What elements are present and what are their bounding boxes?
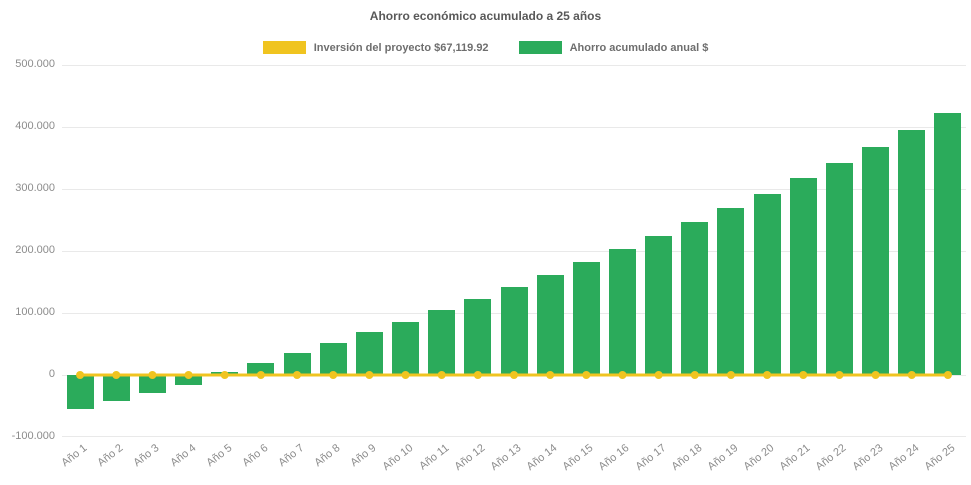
investment-line-point[interactable] (726, 371, 735, 379)
investment-line-point[interactable] (763, 371, 772, 379)
bar-año-15[interactable] (572, 261, 600, 375)
x-tick-label: Año 16 (596, 442, 632, 473)
bar-año-6[interactable] (247, 362, 275, 375)
bar-año-19[interactable] (717, 207, 745, 375)
investment-line-point[interactable] (401, 371, 410, 379)
x-tick-label: Año 1 (59, 442, 90, 470)
x-tick-label: Año 4 (167, 442, 198, 470)
bar-año-12[interactable] (464, 299, 492, 375)
y-tick-label: 400.000 (15, 120, 55, 132)
x-tick-label: Año 17 (633, 442, 669, 473)
x-tick-label: Año 6 (240, 442, 271, 470)
investment-line-point[interactable] (907, 371, 916, 379)
x-tick-label: Año 13 (488, 442, 524, 473)
legend-item-inversion[interactable]: Inversión del proyecto $67,119.92 (262, 41, 489, 54)
x-tick-label: Año 9 (348, 442, 379, 470)
investment-line-point[interactable] (329, 371, 338, 379)
x-tick-label: Año 14 (524, 442, 560, 473)
bar-año-16[interactable] (608, 249, 636, 375)
x-tick-label: Año 20 (741, 442, 777, 473)
bar-año-1[interactable] (66, 375, 94, 409)
x-tick-label: Año 10 (380, 442, 415, 473)
legend-label-ahorro: Ahorro acumulado anual $ (569, 41, 709, 54)
investment-line-point[interactable] (799, 371, 808, 379)
bar-año-13[interactable] (500, 287, 528, 375)
bar-año-8[interactable] (319, 343, 347, 375)
gridline (62, 189, 966, 190)
bar-año-14[interactable] (536, 274, 564, 375)
x-tick-label: Año 23 (850, 442, 885, 473)
gridline (62, 127, 966, 128)
x-tick-label: Año 25 (922, 442, 958, 473)
investment-line-point[interactable] (256, 371, 265, 379)
bar-año-20[interactable] (753, 193, 781, 375)
investment-line-point[interactable] (835, 371, 844, 379)
investment-line-point[interactable] (76, 371, 85, 379)
bar-año-3[interactable] (138, 375, 166, 393)
y-tick-label: 200.000 (15, 244, 55, 256)
legend-swatch-yellow (262, 41, 306, 54)
x-tick-label: Año 19 (705, 442, 741, 473)
x-tick-label: Año 24 (886, 442, 922, 473)
investment-line-point[interactable] (510, 371, 518, 379)
legend-label-inversion: Inversión del proyecto $67,119.92 (313, 41, 489, 54)
x-tick-label: Año 3 (131, 442, 162, 470)
y-tick-label: 100.000 (15, 306, 55, 318)
bar-año-4[interactable] (175, 375, 203, 385)
x-tick-label: Año 11 (416, 442, 452, 473)
bar-año-7[interactable] (283, 352, 311, 375)
y-tick-label: 0 (48, 368, 55, 380)
x-tick-label: Año 15 (560, 442, 596, 473)
legend-item-ahorro[interactable]: Ahorro acumulado anual $ (518, 41, 709, 54)
chart-title: Ahorro económico acumulado a 25 años (369, 9, 602, 23)
investment-line-point[interactable] (112, 371, 121, 379)
gridline (62, 251, 966, 252)
bar-año-23[interactable] (862, 146, 890, 375)
bar-año-11[interactable] (428, 310, 456, 375)
investment-line-layer (76, 371, 952, 379)
bar-año-2[interactable] (102, 375, 130, 401)
x-tick-label: Año 21 (777, 442, 813, 473)
bar-año-18[interactable] (681, 221, 709, 375)
x-tick-label: Año 5 (204, 442, 235, 470)
x-tick-label: Año 2 (95, 442, 126, 470)
bar-año-21[interactable] (789, 178, 817, 375)
bar-año-24[interactable] (898, 129, 926, 375)
bar-año-10[interactable] (392, 322, 420, 375)
x-tick-label: Año 7 (276, 442, 307, 470)
x-tick-label: Año 22 (813, 442, 849, 473)
bar-año-9[interactable] (355, 332, 383, 375)
legend: Inversión del proyecto $67,119.92 Ahorro… (0, 41, 971, 54)
gridline (62, 65, 966, 66)
y-tick-label: 300.000 (15, 182, 55, 194)
investment-line-point[interactable] (293, 371, 302, 379)
investment-line-point[interactable] (690, 371, 699, 379)
investment-line-point[interactable] (220, 371, 229, 379)
investment-line-point[interactable] (365, 371, 374, 379)
investment-line-point[interactable] (618, 371, 627, 379)
investment-line-point[interactable] (546, 371, 555, 379)
y-tick-label: -100.000 (11, 430, 55, 442)
investment-line-point[interactable] (654, 371, 663, 379)
investment-line-point[interactable] (148, 371, 157, 379)
investment-line-point[interactable] (871, 371, 880, 379)
investment-line-point[interactable] (943, 371, 952, 379)
investment-line-point[interactable] (184, 371, 193, 379)
gridline (62, 436, 966, 437)
x-tick-label: Año 18 (669, 442, 705, 473)
investment-line-point[interactable] (437, 371, 446, 379)
bar-año-25[interactable] (934, 113, 962, 375)
investment-line-point[interactable] (473, 371, 482, 379)
plot-area (62, 65, 966, 437)
x-tick-label: Año 12 (452, 442, 488, 473)
bar-año-22[interactable] (825, 163, 853, 375)
bar-año-17[interactable] (645, 235, 673, 375)
investment-line-point[interactable] (582, 371, 591, 379)
legend-swatch-green (518, 41, 562, 54)
y-tick-label: 500.000 (15, 58, 55, 70)
x-tick-label: Año 8 (312, 442, 343, 470)
